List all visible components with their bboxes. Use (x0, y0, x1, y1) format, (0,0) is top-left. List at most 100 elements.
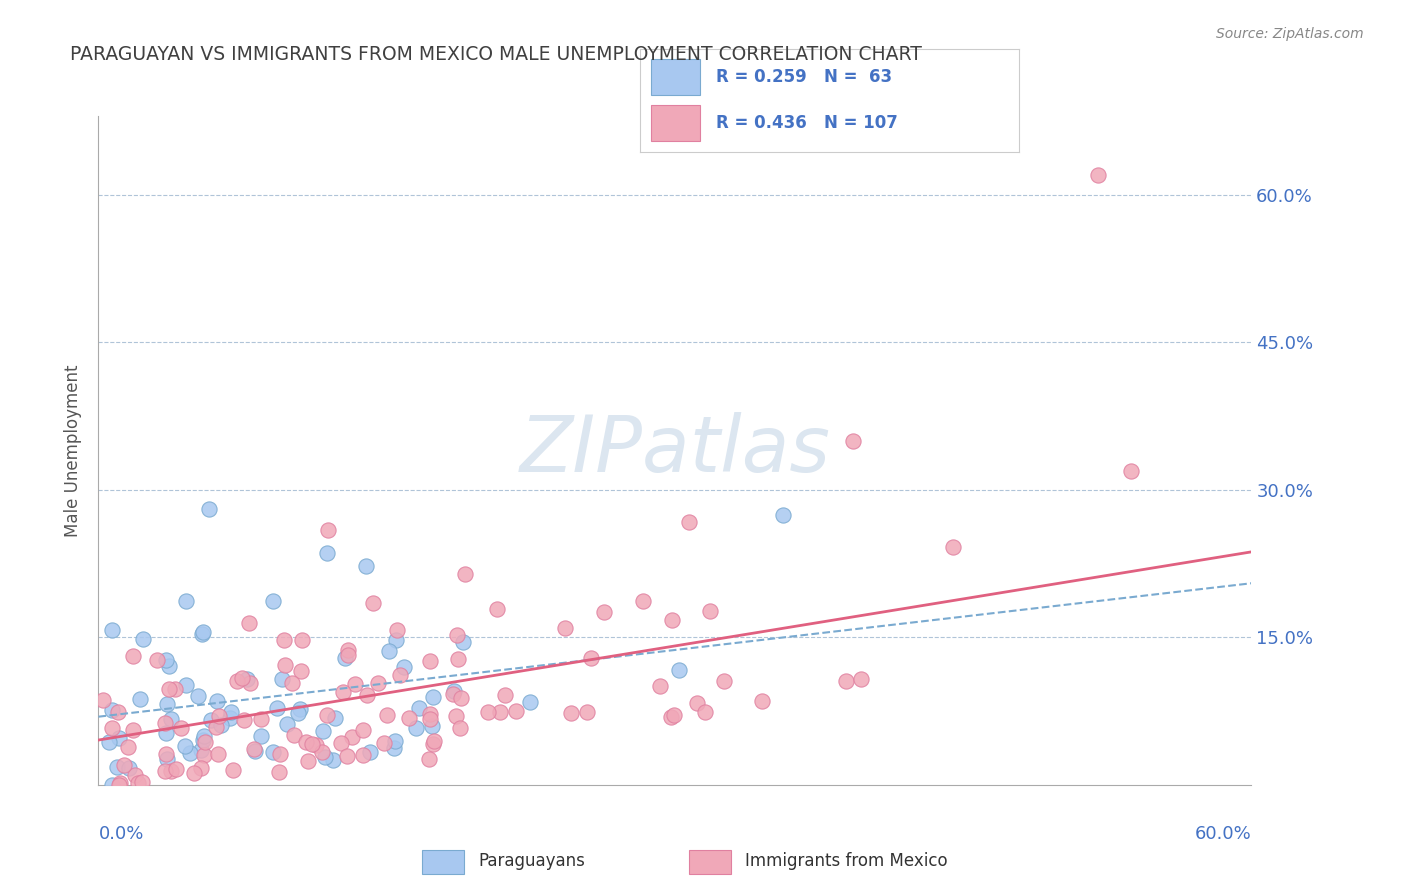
Point (290, 665, 312, 679)
Point (312, 723, 335, 738)
Point (576, 705, 599, 719)
Point (176, 677, 198, 691)
Point (489, 705, 512, 719)
Point (101, 778, 124, 792)
Point (155, 747, 177, 761)
Point (664, 708, 686, 723)
Point (385, 623, 408, 637)
Point (250, 713, 273, 727)
Text: Source: ZipAtlas.com: Source: ZipAtlas.com (1216, 27, 1364, 41)
Point (98, 735, 121, 749)
Point (190, 761, 212, 775)
Point (101, 703, 124, 717)
Point (219, 705, 242, 719)
Point (592, 605, 614, 619)
Point (226, 673, 249, 688)
Point (190, 743, 212, 757)
Point (335, 651, 357, 665)
Point (173, 739, 195, 753)
Point (661, 709, 683, 723)
Point (170, 721, 193, 735)
Point (194, 735, 217, 749)
Point (477, 705, 499, 719)
Point (446, 628, 468, 642)
Point (695, 706, 717, 720)
Point (290, 702, 312, 716)
Point (686, 696, 709, 710)
Text: Immigrants from Mexico: Immigrants from Mexico (745, 852, 948, 870)
Point (207, 747, 229, 761)
Point (323, 711, 346, 725)
Point (270, 672, 292, 686)
Point (419, 707, 441, 722)
Point (419, 654, 441, 668)
Point (835, 673, 858, 688)
Point (131, 775, 153, 789)
Point (276, 717, 298, 731)
Bar (651, 59, 700, 95)
Point (283, 728, 305, 742)
Point (165, 763, 187, 777)
Point (419, 712, 441, 726)
Point (101, 624, 124, 638)
Text: ZIPatlas: ZIPatlas (519, 412, 831, 489)
Point (631, 594, 654, 608)
Point (236, 672, 259, 686)
Point (751, 694, 773, 708)
Point (392, 660, 415, 674)
Point (105, 760, 128, 774)
Point (174, 593, 197, 607)
Point (205, 719, 228, 733)
Point (294, 735, 316, 749)
Point (449, 721, 471, 735)
Point (336, 642, 359, 657)
Point (153, 716, 176, 731)
Point (311, 745, 333, 759)
Point (314, 749, 336, 764)
Point (183, 766, 205, 780)
Point (273, 633, 295, 648)
Point (352, 747, 374, 762)
Bar (689, 849, 731, 874)
Point (375, 708, 398, 723)
Text: Paraguayans: Paraguayans (478, 852, 585, 870)
Point (160, 712, 183, 726)
Point (359, 745, 381, 759)
Point (232, 713, 254, 727)
Point (361, 595, 384, 609)
Point (222, 763, 245, 777)
Point (322, 753, 344, 767)
Point (560, 706, 582, 721)
Point (273, 658, 295, 673)
Point (219, 711, 242, 725)
Point (332, 684, 354, 698)
Point (668, 663, 690, 677)
Point (191, 627, 214, 641)
Point (336, 749, 359, 764)
Point (107, 706, 129, 720)
Point (291, 632, 314, 647)
Point (117, 739, 139, 754)
Point (408, 701, 430, 715)
Point (238, 615, 260, 630)
Point (841, 434, 863, 448)
Point (519, 695, 541, 709)
Point (447, 652, 470, 666)
Point (373, 735, 395, 749)
Point (91, 693, 114, 707)
Point (661, 613, 683, 627)
Point (156, 752, 179, 766)
Point (316, 523, 339, 537)
Point (155, 697, 177, 711)
Point (193, 732, 215, 747)
Point (384, 734, 406, 748)
Point (441, 687, 464, 701)
Point (132, 632, 155, 646)
Text: 0.0%: 0.0% (98, 825, 143, 843)
Point (107, 731, 129, 745)
Point (129, 692, 152, 706)
Point (198, 502, 221, 516)
Point (388, 668, 411, 682)
Point (650, 679, 672, 693)
Point (193, 730, 215, 744)
